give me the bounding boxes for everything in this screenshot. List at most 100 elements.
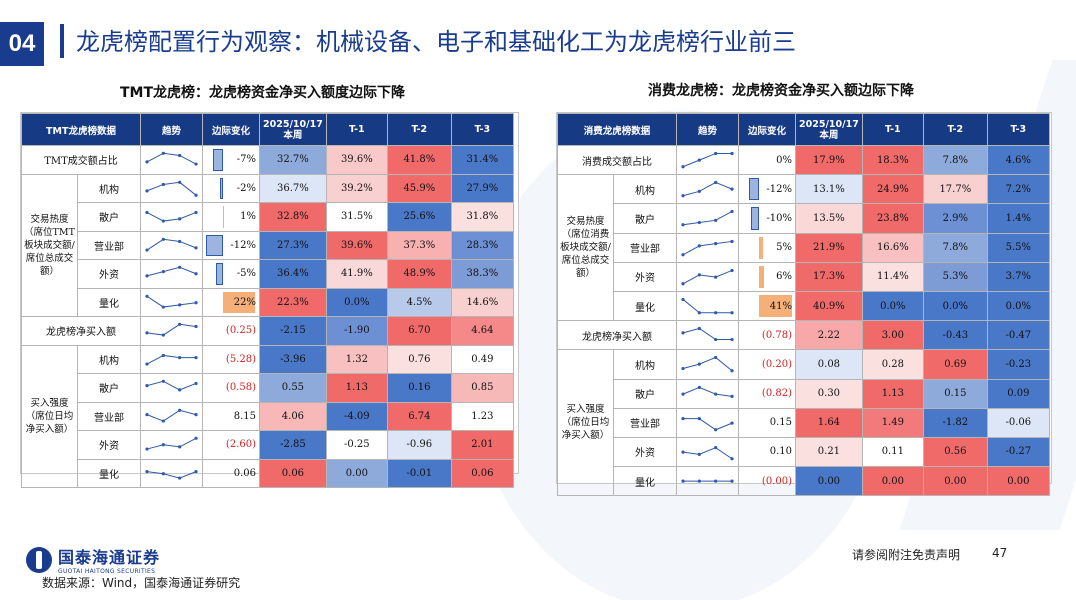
trend-sparkline [140, 173, 203, 203]
trend-point [697, 326, 701, 331]
row-label: 外资 [613, 436, 677, 468]
value-cell: -0.06 [986, 407, 1050, 438]
marginal-bar [759, 265, 764, 288]
trend-point [161, 237, 165, 241]
value-cell: 39.2% [325, 173, 388, 203]
trend-point [194, 436, 198, 440]
trend-line [146, 354, 196, 364]
value-cell: 0.28 [861, 349, 924, 380]
marginal-value: -7% [236, 154, 256, 166]
trend-point [145, 274, 149, 278]
column-header: T-2 [922, 113, 988, 146]
value-cell: 31.4% [450, 145, 514, 175]
trend-point [730, 210, 734, 214]
trend-line [146, 323, 197, 336]
trend-line [146, 238, 197, 250]
trend-point [178, 475, 182, 480]
logo-icon [26, 546, 52, 573]
trend-sparkline [676, 466, 739, 497]
table-row: 外资 -5% 36.4% 41.9% 48.9% 38.3% [22, 259, 514, 289]
marginal-value: (2.60) [225, 439, 256, 451]
row-label: 外资 [77, 430, 141, 460]
table-row: 散户 -10% 13.5% 23.8% 2.9% 1.4% [558, 203, 1050, 234]
row-group-label: 交易热度（席位TMT板块成交额/席位总成交额） [21, 173, 78, 317]
value-cell: 41.8% [386, 145, 452, 175]
trend-point [178, 355, 182, 359]
value-cell: -1.90 [325, 316, 388, 346]
trend-point [161, 182, 165, 186]
trend-sparkline [676, 349, 739, 380]
trend-point [681, 331, 685, 335]
marginal-value: 0.10 [769, 446, 792, 458]
table-row: 消费成交额占比 0% 17.9% 18.3% 7.8% 4.6% [557, 144, 1050, 176]
trend-sparkline [676, 290, 739, 322]
value-cell: 32.8% [259, 202, 327, 232]
row-label: 量化 [77, 287, 141, 317]
trend-sparkline [140, 230, 203, 260]
marginal-change: (5.28) [202, 344, 260, 374]
trend-line [682, 269, 733, 284]
trend-point [178, 217, 182, 221]
value-cell: -0.01 [386, 458, 452, 488]
trend-point [178, 265, 182, 269]
marginal-value: -10% [766, 212, 792, 224]
marginal-change: -12% [738, 174, 796, 205]
trend-point [194, 381, 198, 386]
trend-point [145, 447, 149, 451]
value-cell: 17.3% [795, 261, 863, 292]
row-label: 外资 [613, 261, 677, 292]
value-cell: 1.4% [986, 203, 1050, 234]
trend-point [730, 338, 734, 342]
value-cell: 27.9% [450, 173, 514, 203]
table-row: 量化 0.06 0.06 0.00 -0.01 0.06 [22, 458, 514, 488]
column-header: T-3 [450, 113, 514, 146]
table-row: 量化 (0.00) 0.00 0.00 0.00 0.00 [558, 466, 1050, 497]
trend-point [730, 311, 734, 315]
trend-point [178, 180, 182, 184]
trend-point [178, 445, 182, 449]
trend-sparkline [140, 458, 203, 488]
value-cell: 11.4% [861, 261, 924, 292]
value-cell: 16.6% [861, 232, 924, 263]
value-cell: 7.2% [986, 174, 1050, 205]
value-cell: -0.25 [325, 430, 388, 460]
value-cell: 48.9% [386, 259, 452, 289]
table-row: 营业部 8.15 4.06 -4.09 6.74 1.23 [22, 401, 514, 431]
trend-point [714, 241, 718, 245]
trend-line [682, 446, 733, 460]
trend-line [146, 181, 197, 196]
value-cell: 0.06 [259, 458, 327, 488]
marginal-change: (0.78) [738, 320, 796, 351]
value-cell: -4.09 [325, 401, 388, 431]
marginal-bar [223, 206, 225, 228]
trend-point [714, 338, 718, 342]
value-cell: 0.0% [325, 287, 388, 317]
trend-point [145, 361, 149, 366]
trend-point [194, 355, 198, 359]
value-cell: 17.7% [922, 174, 988, 205]
trend-point [714, 219, 718, 223]
marginal-change: 5% [738, 232, 796, 263]
value-cell: 4.5% [386, 287, 452, 317]
value-cell: 0.49 [450, 344, 514, 374]
value-cell: 25.6% [386, 202, 452, 232]
trend-point [714, 479, 718, 483]
trend-sparkline [140, 430, 203, 460]
marginal-change: (0.82) [738, 378, 796, 409]
page-title: 龙虎榜配置行为观察：机械设备、电子和基础化工为龙虎榜行业前三 [76, 28, 796, 56]
trend-sparkline [676, 144, 739, 176]
page-number: 47 [992, 546, 1008, 560]
trend-point [161, 333, 165, 337]
trend-point [681, 416, 685, 420]
trend-line [682, 152, 732, 168]
trend-point [697, 189, 701, 194]
marginal-bar [749, 178, 759, 201]
marginal-change: 0.10 [738, 436, 796, 468]
column-header: T-2 [386, 113, 452, 146]
trend-point [730, 479, 734, 483]
trend-point [697, 243, 701, 248]
trend-point [681, 194, 685, 198]
trend-line [682, 240, 733, 255]
marginal-value: 0% [776, 154, 792, 166]
value-cell: 3.00 [861, 320, 924, 351]
